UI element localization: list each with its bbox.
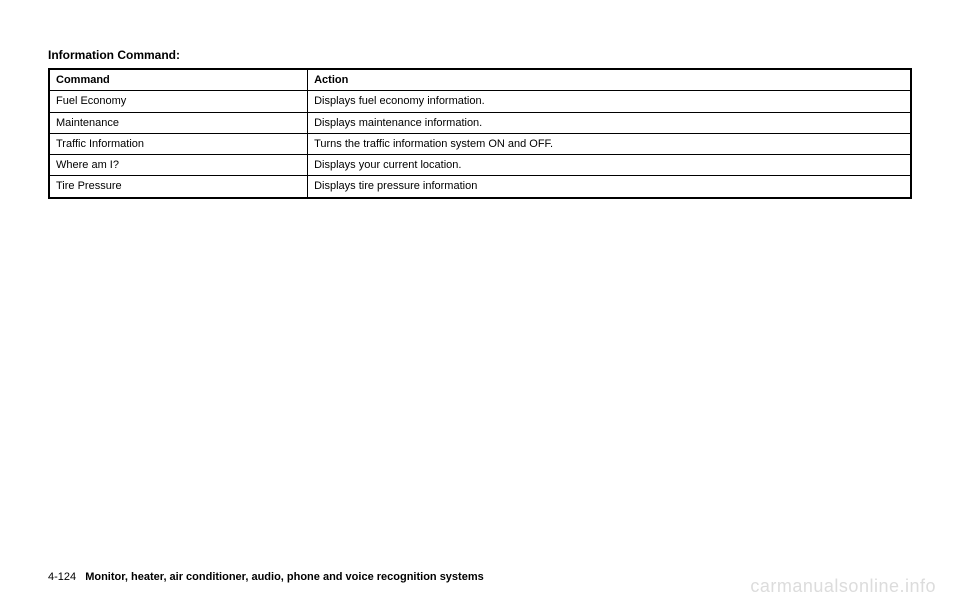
cell-command: Maintenance bbox=[49, 112, 308, 133]
cell-action: Displays tire pressure information bbox=[308, 176, 911, 198]
chapter-title: Monitor, heater, air conditioner, audio,… bbox=[85, 571, 484, 583]
table-row: Maintenance Displays maintenance informa… bbox=[49, 112, 911, 133]
cell-command: Where am I? bbox=[49, 155, 308, 176]
cell-action: Turns the traffic information system ON … bbox=[308, 133, 911, 154]
cell-action: Displays fuel economy information. bbox=[308, 91, 911, 112]
cell-command: Fuel Economy bbox=[49, 91, 308, 112]
cell-command: Traffic Information bbox=[49, 133, 308, 154]
table-row: Traffic Information Turns the traffic in… bbox=[49, 133, 911, 154]
cell-action: Displays maintenance information. bbox=[308, 112, 911, 133]
table-header-row: Command Action bbox=[49, 69, 911, 91]
watermark: carmanualsonline.info bbox=[750, 576, 936, 597]
header-action: Action bbox=[308, 69, 911, 91]
page-number: 4-124 bbox=[48, 571, 76, 583]
table-row: Tire Pressure Displays tire pressure inf… bbox=[49, 176, 911, 198]
cell-action: Displays your current location. bbox=[308, 155, 911, 176]
page-footer: 4-124 Monitor, heater, air conditioner, … bbox=[48, 571, 484, 583]
table-row: Fuel Economy Displays fuel economy infor… bbox=[49, 91, 911, 112]
table-row: Where am I? Displays your current locati… bbox=[49, 155, 911, 176]
command-table: Command Action Fuel Economy Displays fue… bbox=[48, 68, 912, 199]
cell-command: Tire Pressure bbox=[49, 176, 308, 198]
header-command: Command bbox=[49, 69, 308, 91]
section-title: Information Command: bbox=[48, 48, 912, 62]
